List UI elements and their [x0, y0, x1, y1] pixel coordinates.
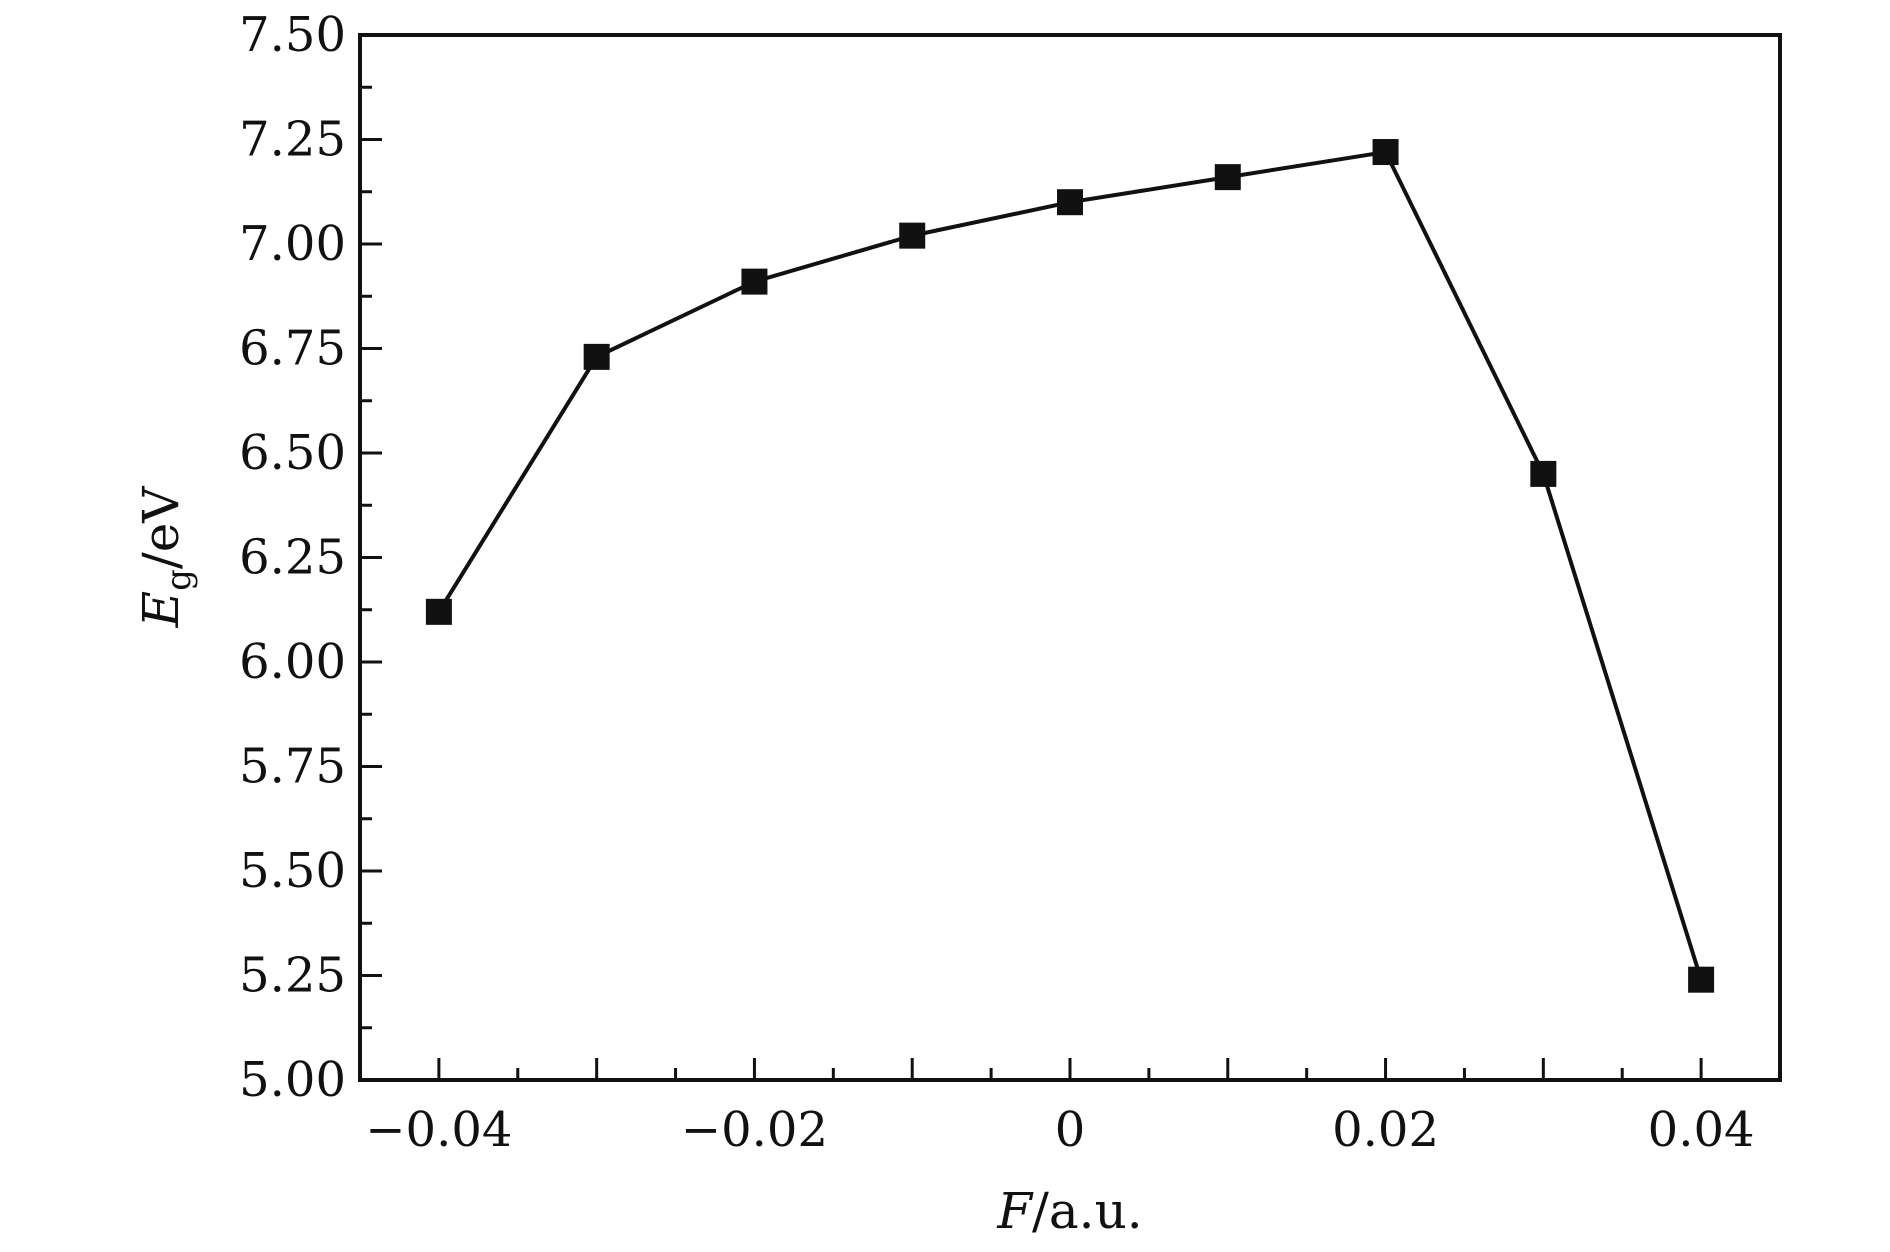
x-tick-label: 0 — [1055, 1102, 1086, 1158]
y-tick-label: 5.00 — [239, 1052, 346, 1108]
y-tick-label: 7.50 — [239, 7, 346, 63]
data-point — [1372, 139, 1399, 166]
data-point — [1214, 164, 1241, 191]
y-tick-label: 5.50 — [239, 843, 346, 899]
y-axis-label: Eg/eV — [132, 486, 199, 629]
data-point — [1530, 460, 1557, 487]
x-tick-label: 0.04 — [1648, 1102, 1755, 1158]
x-axis-label: F/a.u. — [996, 1182, 1142, 1240]
y-tick-label: 5.25 — [239, 948, 346, 1004]
y-tick-label: 6.50 — [239, 425, 346, 481]
y-tick-label: 6.75 — [239, 321, 346, 377]
y-tick-label: 7.00 — [239, 216, 346, 272]
data-point — [425, 598, 452, 625]
y-tick-label: 6.25 — [239, 530, 346, 586]
y-tick-label: 6.00 — [239, 634, 346, 690]
y-axis-label-symbol: E — [132, 591, 190, 629]
axis-ticks — [358, 33, 1782, 1082]
data-point — [1688, 966, 1715, 993]
series-lines — [437, 150, 1704, 981]
x-tick-label: −0.02 — [681, 1102, 828, 1158]
data-point — [1057, 189, 1083, 216]
series-line — [437, 150, 1704, 981]
y-axis-label-unit: /eV — [132, 486, 190, 569]
y-axis-label-subscript: g — [159, 569, 199, 591]
tick-labels: 5.00 5.25 5.50 5.75 6.00 6.25 6.50 6.75 7.00 7.25… — [239, 7, 1754, 1158]
data-point — [583, 343, 610, 370]
y-tick-label: 7.25 — [239, 112, 346, 168]
x-axis-label-unit: /a.u. — [1032, 1182, 1143, 1240]
x-tick-label: 0.02 — [1332, 1102, 1439, 1158]
data-markers — [425, 139, 1715, 993]
data-point — [741, 268, 768, 295]
x-tick-label: −0.04 — [365, 1102, 512, 1158]
data-point — [899, 222, 926, 249]
x-axis-label-symbol: F — [996, 1182, 1034, 1240]
y-tick-label: 5.75 — [239, 739, 346, 795]
